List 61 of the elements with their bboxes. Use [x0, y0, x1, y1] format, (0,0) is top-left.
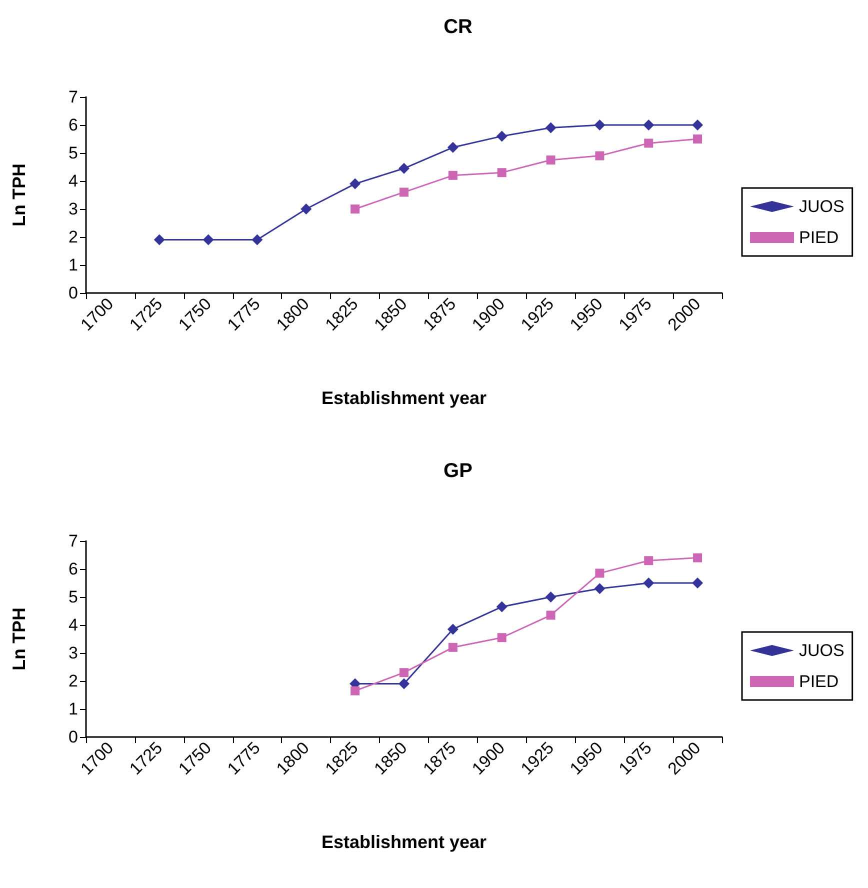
point: [546, 156, 556, 164]
legend-label: JUOS: [799, 197, 844, 216]
point: [398, 678, 410, 690]
y-tick-label: 4: [68, 172, 78, 190]
point: [350, 204, 360, 214]
point: [400, 668, 408, 678]
y-tick-label: 5: [68, 588, 78, 606]
point: [693, 553, 702, 562]
point: [644, 138, 654, 148]
point: [497, 633, 506, 642]
y-tick-label: 2: [68, 672, 78, 690]
y-tick-label: 0: [68, 284, 78, 302]
point: [496, 130, 508, 142]
point: [643, 120, 654, 130]
y-tick-label: 6: [68, 116, 78, 134]
y-tick-label: 1: [68, 256, 78, 274]
y-tick-label: 5: [68, 144, 78, 162]
point: [202, 234, 214, 246]
point: [448, 642, 458, 652]
y-tick-label: 3: [68, 644, 78, 662]
point: [693, 134, 702, 144]
y-tick-label: 3: [68, 200, 78, 218]
point: [400, 188, 408, 197]
point: [594, 583, 606, 594]
y-tick-label: 0: [68, 728, 78, 746]
x-axis-title: Establishment year: [321, 388, 487, 408]
point: [350, 686, 360, 696]
point: [497, 168, 506, 178]
y-tick-label: 1: [68, 700, 78, 718]
point: [447, 142, 458, 153]
legend-label: JUOS: [799, 641, 844, 660]
point: [398, 162, 410, 174]
y-axis-title: Ln TPH: [9, 608, 29, 670]
x-axis-title: Establishment year: [321, 832, 487, 852]
y-axis-title: Ln TPH: [9, 164, 29, 226]
point: [496, 601, 508, 612]
point: [447, 624, 458, 635]
point: [692, 120, 704, 130]
point: [546, 610, 556, 620]
y-tick-label: 7: [68, 532, 78, 550]
y-tick-label: 7: [68, 88, 78, 106]
point: [595, 568, 604, 578]
point: [448, 170, 458, 180]
point: [692, 578, 704, 588]
y-tick-label: 2: [68, 228, 78, 246]
point: [644, 556, 654, 566]
point: [350, 178, 361, 190]
chart-title: GP: [444, 460, 472, 482]
point: [643, 578, 654, 588]
legend-label: PIED: [799, 228, 839, 247]
point: [545, 122, 556, 134]
chart-title: CR: [444, 16, 473, 38]
point: [300, 204, 312, 214]
point: [594, 120, 606, 130]
point: [154, 234, 165, 246]
y-tick-label: 4: [68, 616, 78, 634]
y-tick-label: 6: [68, 560, 78, 578]
point: [252, 234, 263, 246]
point: [545, 592, 556, 602]
legend-label: PIED: [799, 672, 839, 691]
point: [595, 151, 604, 160]
